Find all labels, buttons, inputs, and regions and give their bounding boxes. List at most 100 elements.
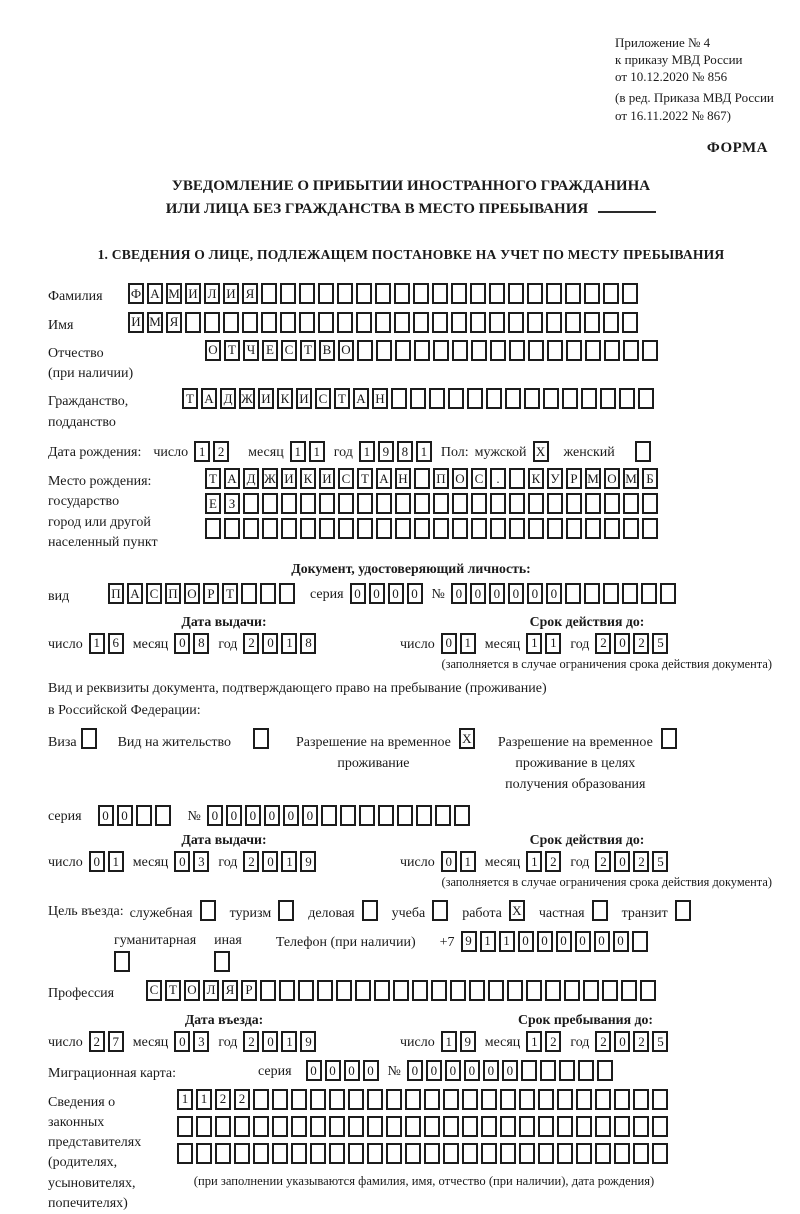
char-box[interactable]: 0 [425, 1060, 442, 1082]
char-box[interactable]: 1 [88, 632, 105, 654]
char-box[interactable] [243, 518, 259, 540]
char-box[interactable] [489, 311, 505, 333]
char-box[interactable]: 0 [206, 805, 223, 827]
char-box[interactable]: 0 [469, 583, 486, 605]
char-box[interactable]: 1 [281, 851, 298, 873]
char-box[interactable] [659, 583, 676, 605]
char-box[interactable] [215, 1115, 231, 1137]
char-box[interactable] [376, 518, 392, 540]
char-box[interactable] [538, 1142, 554, 1164]
char-box[interactable] [356, 311, 372, 333]
char-box[interactable] [272, 1088, 288, 1110]
char-box[interactable]: О [184, 979, 200, 1001]
char-box[interactable] [241, 583, 257, 605]
char-box[interactable] [538, 1115, 554, 1137]
char-box[interactable]: 0 [88, 851, 105, 873]
char-box[interactable] [470, 283, 486, 305]
char-box[interactable]: 1 [281, 632, 298, 654]
char-box[interactable]: X [508, 900, 525, 922]
char-box[interactable]: 2 [243, 851, 260, 873]
char-box[interactable] [581, 388, 597, 410]
char-box[interactable]: 0 [614, 851, 631, 873]
char-box[interactable]: С [338, 468, 354, 490]
char-box[interactable] [490, 493, 506, 515]
char-box[interactable] [595, 1088, 611, 1110]
char-box[interactable] [547, 339, 563, 361]
char-box[interactable] [337, 311, 353, 333]
char-box[interactable]: 5 [652, 632, 669, 654]
char-box[interactable] [291, 1142, 307, 1164]
char-box[interactable]: 0 [349, 583, 366, 605]
char-box[interactable] [291, 1088, 307, 1110]
char-box[interactable] [291, 1115, 307, 1137]
char-box[interactable]: 1 [289, 441, 306, 463]
char-box[interactable]: С [471, 468, 487, 490]
char-box[interactable] [375, 283, 391, 305]
char-box[interactable] [633, 1142, 649, 1164]
char-box[interactable]: З [224, 493, 240, 515]
char-box[interactable]: 1 [358, 441, 375, 463]
char-box[interactable] [623, 518, 639, 540]
char-box[interactable] [557, 1088, 573, 1110]
char-box[interactable] [361, 900, 378, 922]
char-box[interactable] [135, 805, 152, 827]
char-box[interactable]: 3 [193, 1031, 210, 1053]
char-box[interactable] [545, 979, 561, 1001]
char-box[interactable]: 2 [633, 632, 650, 654]
char-box[interactable] [177, 1142, 193, 1164]
char-box[interactable] [280, 311, 296, 333]
char-box[interactable]: П [108, 583, 124, 605]
char-box[interactable] [471, 493, 487, 515]
char-box[interactable] [253, 1088, 269, 1110]
char-box[interactable]: . [490, 468, 506, 490]
char-box[interactable] [253, 1115, 269, 1137]
char-box[interactable]: 0 [116, 805, 133, 827]
char-box[interactable] [177, 1115, 193, 1137]
char-box[interactable]: Т [222, 583, 238, 605]
char-box[interactable] [386, 1088, 402, 1110]
char-box[interactable] [486, 388, 502, 410]
char-box[interactable] [367, 1142, 383, 1164]
char-box[interactable]: 0 [343, 1060, 360, 1082]
char-box[interactable] [526, 979, 542, 1001]
char-box[interactable]: В [319, 339, 335, 361]
char-box[interactable] [432, 311, 448, 333]
char-box[interactable]: 9 [460, 930, 477, 952]
char-box[interactable]: 0 [174, 1031, 191, 1053]
char-box[interactable] [215, 1142, 231, 1164]
char-box[interactable]: 0 [612, 930, 629, 952]
char-box[interactable] [80, 728, 97, 750]
char-box[interactable] [272, 1142, 288, 1164]
char-box[interactable] [519, 1115, 535, 1137]
char-box[interactable]: 0 [526, 583, 543, 605]
char-box[interactable] [224, 518, 240, 540]
char-box[interactable]: Н [372, 388, 388, 410]
char-box[interactable]: 0 [574, 930, 591, 952]
char-box[interactable] [621, 583, 638, 605]
char-box[interactable]: А [127, 583, 143, 605]
char-box[interactable]: 0 [263, 805, 280, 827]
char-box[interactable] [527, 311, 543, 333]
char-box[interactable] [348, 1088, 364, 1110]
char-box[interactable] [452, 518, 468, 540]
char-box[interactable]: 1 [526, 1031, 543, 1053]
char-box[interactable] [279, 583, 295, 605]
char-box[interactable] [338, 493, 354, 515]
char-box[interactable] [386, 1115, 402, 1137]
char-box[interactable]: М [623, 468, 639, 490]
char-box[interactable] [443, 1142, 459, 1164]
char-box[interactable] [448, 388, 464, 410]
char-box[interactable] [443, 1088, 459, 1110]
char-box[interactable]: 2 [595, 1031, 612, 1053]
char-box[interactable]: 0 [450, 583, 467, 605]
char-box[interactable]: Е [205, 493, 221, 515]
char-box[interactable] [603, 311, 619, 333]
char-box[interactable]: 0 [614, 1031, 631, 1053]
char-box[interactable]: И [319, 468, 335, 490]
char-box[interactable] [413, 311, 429, 333]
char-box[interactable] [557, 1142, 573, 1164]
char-box[interactable]: 1 [459, 851, 476, 873]
char-box[interactable] [262, 518, 278, 540]
char-box[interactable]: 7 [107, 1031, 124, 1053]
char-box[interactable]: 0 [324, 1060, 341, 1082]
